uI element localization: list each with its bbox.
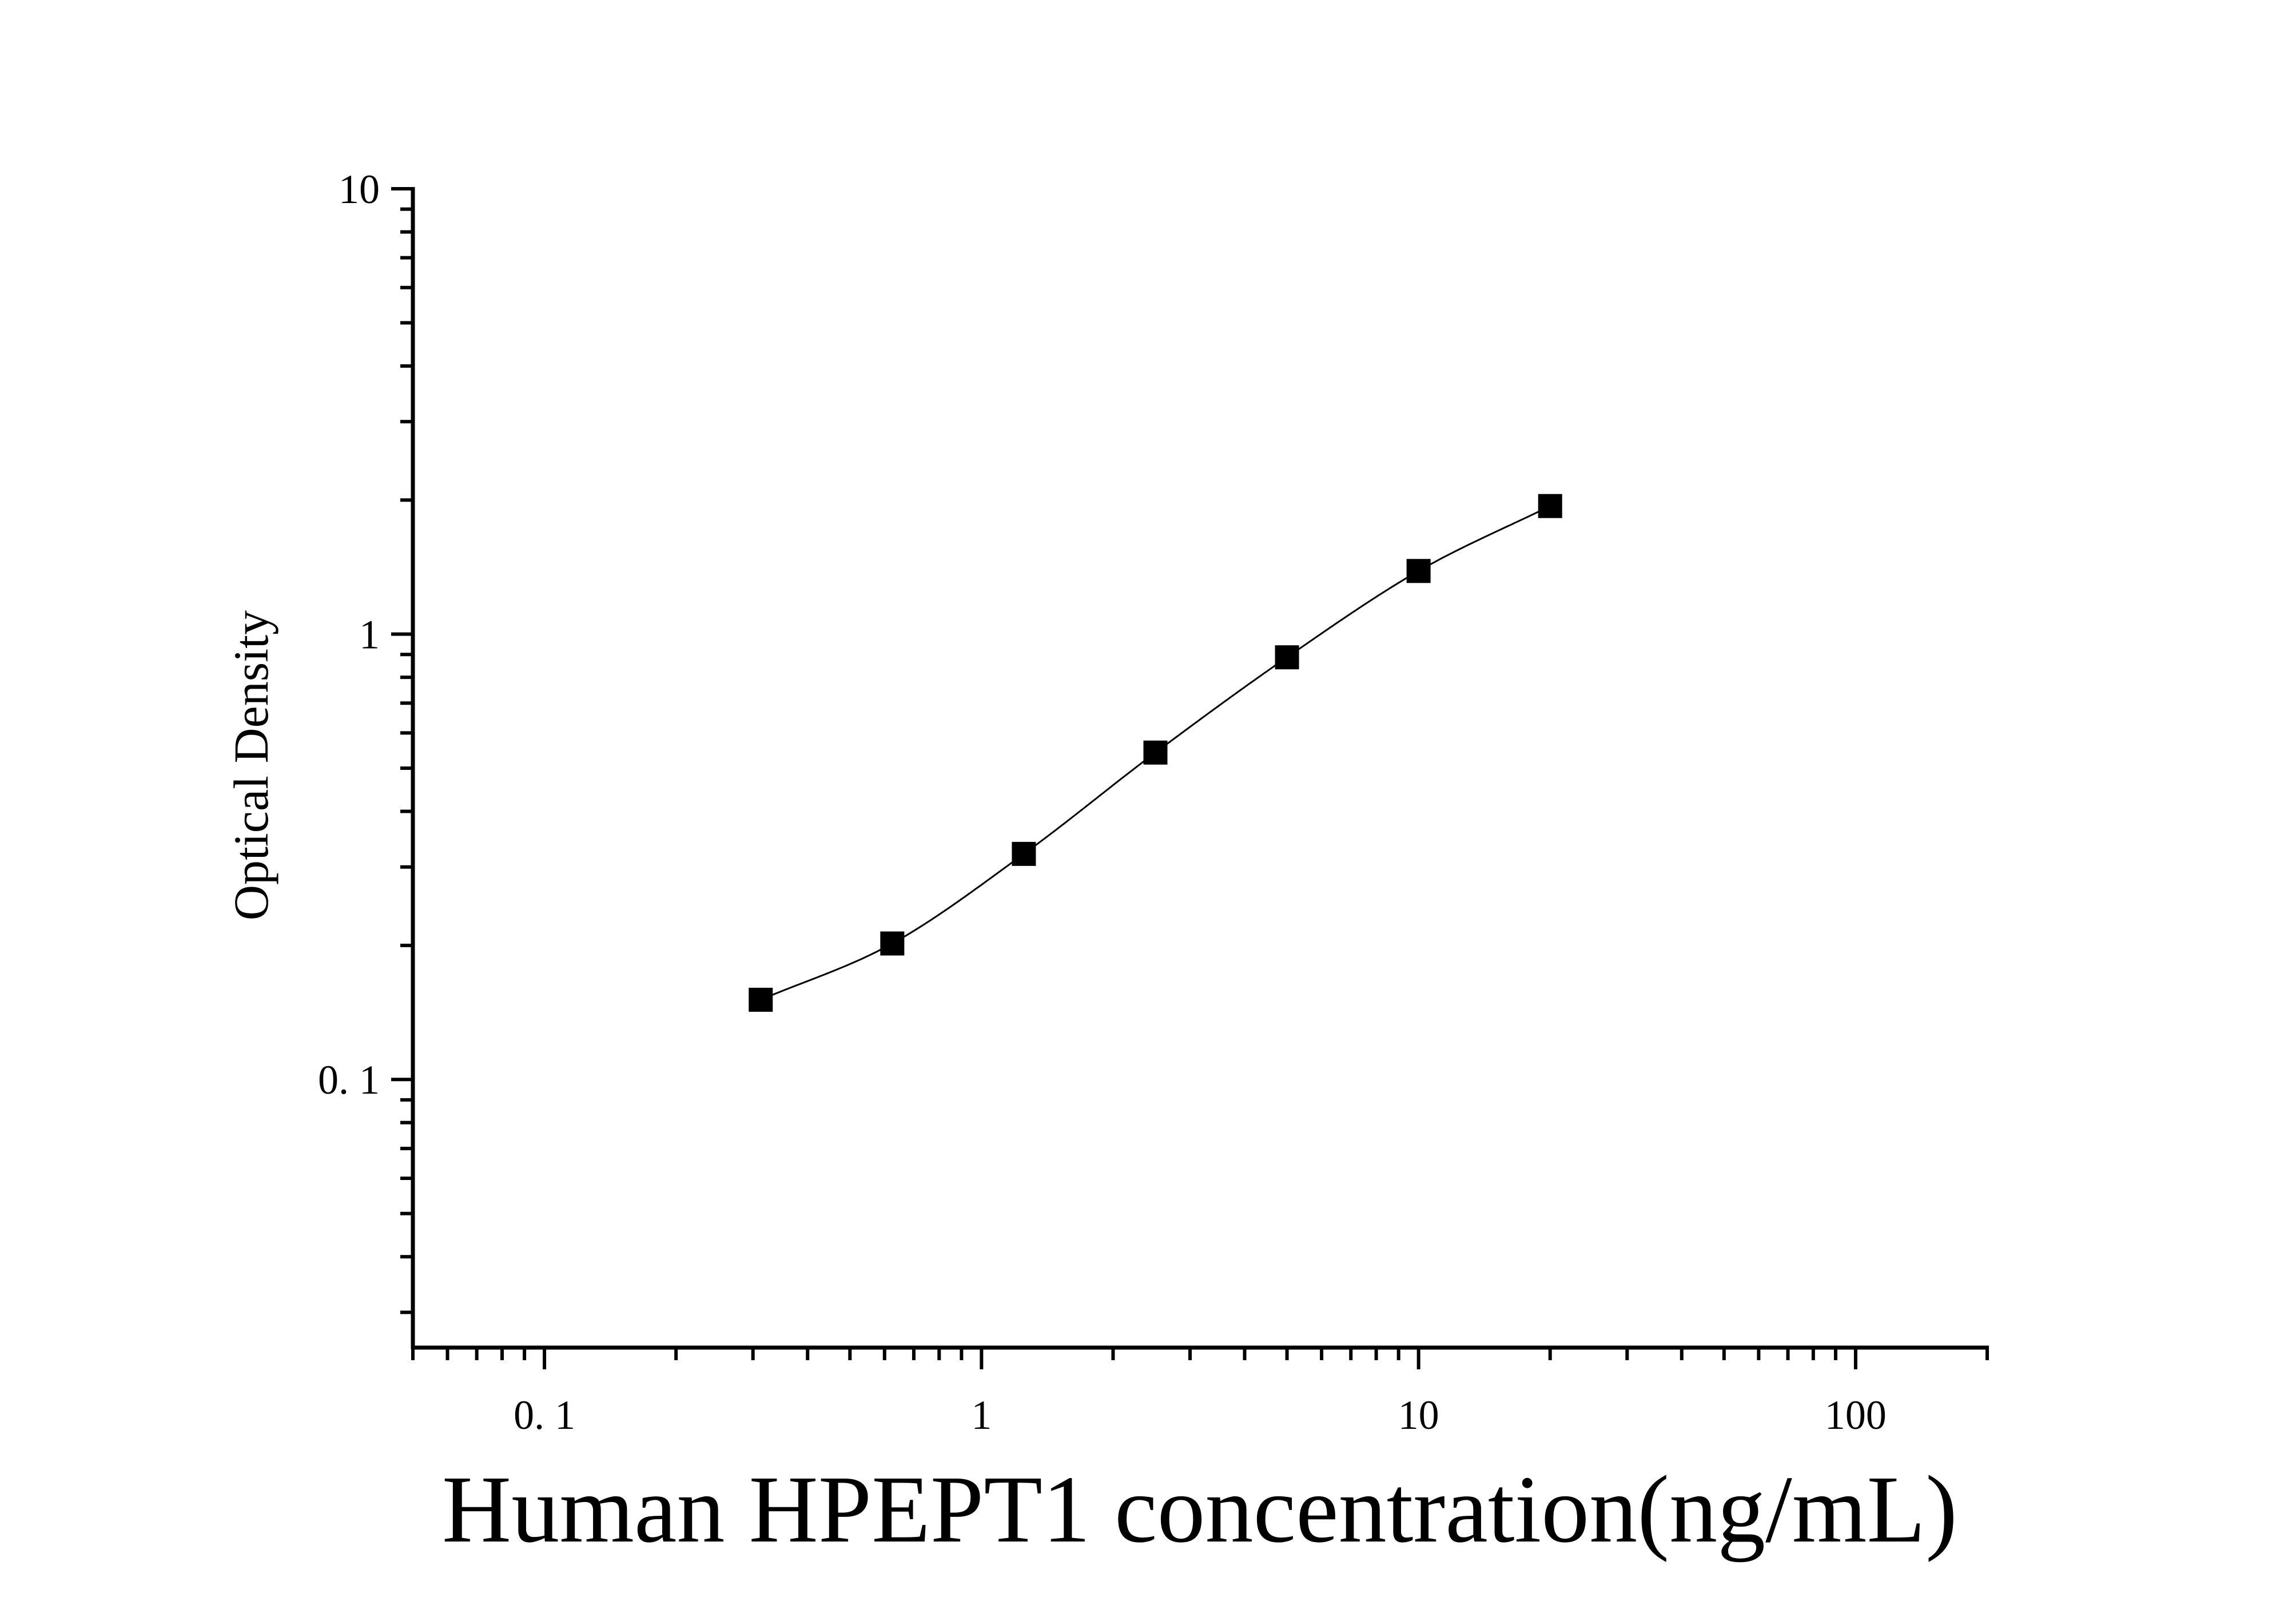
x-tick-label: 100 xyxy=(1825,1392,1887,1438)
x-axis-title: Human HPEPT1 concentration(ng/mL) xyxy=(442,1456,1957,1563)
y-axis-tick-labels: 0. 1 1 10 xyxy=(318,166,380,1103)
axes xyxy=(411,187,1989,1350)
y-axis-ticks xyxy=(391,187,413,1314)
data-point xyxy=(1012,841,1036,866)
x-tick-label: 0. 1 xyxy=(514,1392,575,1438)
y-tick-label: 0. 1 xyxy=(318,1057,380,1103)
data-point xyxy=(880,931,905,956)
data-point xyxy=(1143,740,1168,765)
y-tick-label: 10 xyxy=(339,166,380,212)
data-point xyxy=(749,987,773,1012)
x-tick-label: 1 xyxy=(971,1392,992,1438)
data-points xyxy=(749,494,1562,1012)
data-point xyxy=(1406,559,1431,583)
x-tick-label: 10 xyxy=(1398,1392,1439,1438)
data-point xyxy=(1275,645,1299,670)
y-axis-title: Optical Density xyxy=(224,610,278,920)
x-axis-ticks xyxy=(411,1348,1989,1369)
data-point xyxy=(1538,494,1562,518)
y-tick-label: 1 xyxy=(359,612,380,658)
x-axis-tick-labels: 0. 1 1 10 100 xyxy=(514,1392,1887,1438)
